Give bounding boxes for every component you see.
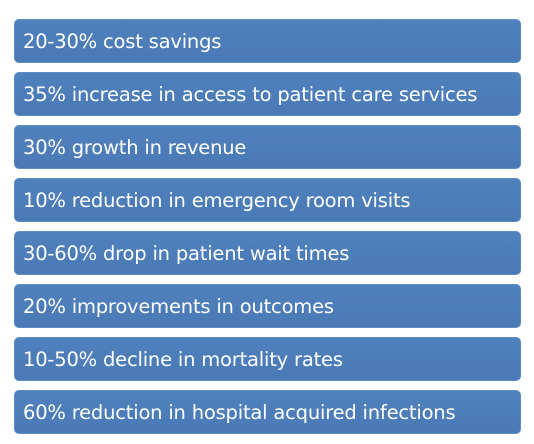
stat-box-outcome-improvement: 20% improvements in outcomes bbox=[14, 284, 521, 328]
stat-box-revenue-growth: 30% growth in revenue bbox=[14, 125, 521, 169]
stat-box-cost-savings: 20-30% cost savings bbox=[14, 19, 521, 63]
stat-label: 20-30% cost savings bbox=[23, 29, 222, 53]
stat-box-access-increase: 35% increase in access to patient care s… bbox=[14, 72, 521, 116]
stat-label: 10-50% decline in mortality rates bbox=[23, 347, 343, 371]
stat-label: 30% growth in revenue bbox=[23, 135, 247, 159]
stat-box-mortality-decline: 10-50% decline in mortality rates bbox=[14, 337, 521, 381]
stat-box-wait-time-drop: 30-60% drop in patient wait times bbox=[14, 231, 521, 275]
stats-list: 20-30% cost savings 35% increase in acce… bbox=[14, 19, 521, 434]
stat-label: 60% reduction in hospital acquired infec… bbox=[23, 400, 456, 424]
stat-box-infection-reduction: 60% reduction in hospital acquired infec… bbox=[14, 390, 521, 434]
stat-label: 30-60% drop in patient wait times bbox=[23, 241, 350, 265]
stat-label: 35% increase in access to patient care s… bbox=[23, 82, 478, 106]
stat-label: 20% improvements in outcomes bbox=[23, 294, 334, 318]
stat-label: 10% reduction in emergency room visits bbox=[23, 188, 411, 212]
stat-box-er-visit-reduction: 10% reduction in emergency room visits bbox=[14, 178, 521, 222]
